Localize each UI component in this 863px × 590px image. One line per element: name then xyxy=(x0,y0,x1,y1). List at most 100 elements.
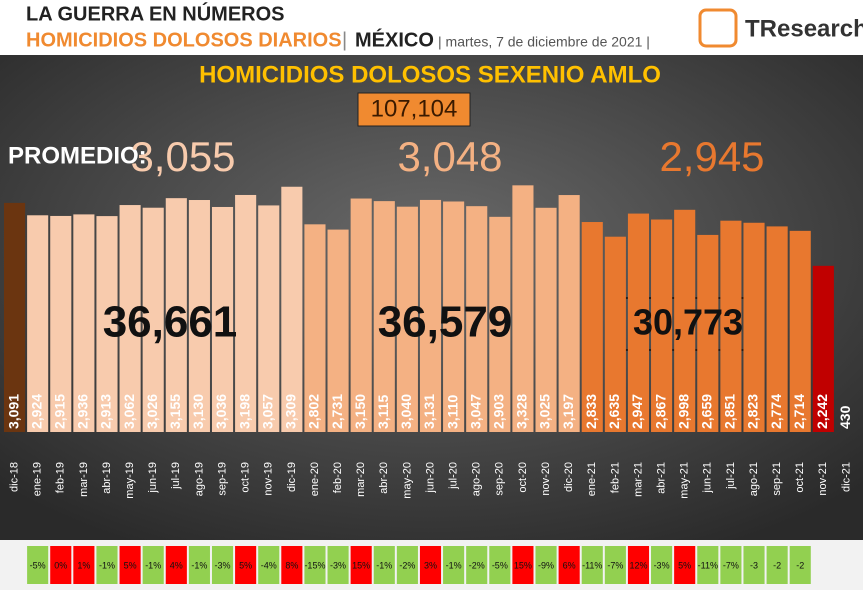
place: MÉXICO xyxy=(355,28,434,51)
change-label: -11% xyxy=(698,560,718,570)
value-label: 2,936 xyxy=(75,394,91,429)
bar xyxy=(373,201,395,432)
bar xyxy=(697,234,719,432)
value-label: 3,026 xyxy=(144,394,160,429)
bar xyxy=(419,199,442,432)
x-tick-label: feb-19 xyxy=(55,462,67,493)
x-tick-label: nov-20 xyxy=(540,462,552,496)
value-label: 3,047 xyxy=(467,394,483,429)
change-label: -11% xyxy=(582,560,602,570)
change-label: -7% xyxy=(723,560,739,570)
x-tick-label: oct-21 xyxy=(794,462,806,493)
change-label: -1% xyxy=(191,560,207,570)
change-cell xyxy=(789,546,811,584)
value-label: 3,040 xyxy=(398,394,414,429)
value-label: 3,036 xyxy=(213,394,229,429)
x-tick-label: jul-20 xyxy=(448,462,460,490)
logo: TResearch xyxy=(745,15,863,42)
change-label: -2 xyxy=(773,560,781,570)
change-cell xyxy=(119,546,141,584)
bar xyxy=(558,195,580,432)
bar xyxy=(789,230,811,432)
x-tick-label: may-21 xyxy=(679,462,691,499)
bar xyxy=(627,213,650,432)
value-label: 2,867 xyxy=(652,394,668,429)
change-label: -5% xyxy=(492,560,508,570)
change-cell xyxy=(419,546,442,584)
change-label: 1% xyxy=(77,560,90,570)
change-label: 3% xyxy=(424,560,437,570)
change-cell xyxy=(142,546,164,584)
kicker: LA GUERRA EN NÚMEROS xyxy=(26,1,285,25)
x-tick-label: ene-21 xyxy=(586,462,598,496)
value-label: 3,130 xyxy=(190,394,206,429)
value-label: 3,328 xyxy=(514,394,530,429)
change-label: -1% xyxy=(145,560,161,570)
bar xyxy=(96,216,118,432)
x-tick-label: oct-19 xyxy=(240,462,252,493)
change-cell xyxy=(304,546,326,584)
value-label: 2,242 xyxy=(814,394,830,429)
x-tick-label: nov-21 xyxy=(817,462,829,496)
change-cell xyxy=(674,546,696,584)
x-tick-label: sep-20 xyxy=(494,462,506,496)
value-label: 3,025 xyxy=(537,394,553,429)
x-tick-label: dic-18 xyxy=(8,462,20,492)
change-cell xyxy=(165,546,187,584)
value-label: 3,062 xyxy=(121,394,137,429)
value-label: 2,774 xyxy=(768,394,784,429)
group-average: 2,945 xyxy=(659,133,764,180)
change-cell xyxy=(211,546,234,584)
bar xyxy=(327,229,349,432)
change-label: -2 xyxy=(796,560,804,570)
chart-title: HOMICIDIOS DOLOSOS SEXENIO AMLO xyxy=(199,61,661,88)
bar xyxy=(188,200,210,432)
change-label: -2% xyxy=(399,560,415,570)
bar xyxy=(27,215,49,432)
x-tick-label: abr-21 xyxy=(655,462,667,494)
group-total: 30,773 xyxy=(633,302,743,343)
change-label: 8% xyxy=(285,560,298,570)
bar xyxy=(466,206,488,432)
date: | martes, 7 de diciembre de 2021 | xyxy=(438,34,650,50)
value-label: 2,802 xyxy=(306,394,322,429)
x-tick-label: jun-19 xyxy=(147,462,159,494)
x-tick-label: jun-20 xyxy=(424,462,436,494)
change-cell xyxy=(627,546,650,584)
change-label: -2% xyxy=(469,560,485,570)
bar xyxy=(489,216,511,432)
change-label: -3% xyxy=(215,560,231,570)
change-label: 4% xyxy=(170,560,183,570)
change-cell xyxy=(73,546,95,584)
change-cell xyxy=(512,546,534,584)
change-label: -5% xyxy=(30,560,46,570)
x-tick-label: ene-20 xyxy=(309,462,321,496)
group-total: 36,579 xyxy=(378,298,513,347)
bar xyxy=(581,222,603,432)
x-tick-label: feb-21 xyxy=(609,462,621,493)
value-label: 2,833 xyxy=(583,394,599,429)
x-tick-label: jul-19 xyxy=(170,462,182,490)
change-cell xyxy=(50,546,72,584)
change-label: -3 xyxy=(750,560,758,570)
value-label: 2,851 xyxy=(722,394,738,429)
change-label: -1% xyxy=(376,560,392,570)
value-label: 3,057 xyxy=(259,394,275,429)
bar xyxy=(651,219,673,432)
change-cell xyxy=(443,546,465,584)
bar xyxy=(235,194,257,432)
group-total: 36,661 xyxy=(103,298,238,347)
bar xyxy=(350,198,372,432)
value-label: 3,198 xyxy=(236,394,252,429)
change-label: 12% xyxy=(629,560,647,570)
change-cell xyxy=(327,546,349,584)
change-label: 6% xyxy=(563,560,576,570)
x-tick-label: mar-21 xyxy=(632,462,644,497)
x-tick-label: jul-21 xyxy=(725,462,737,490)
x-tick-label: abr-20 xyxy=(378,462,390,494)
bar xyxy=(142,207,164,432)
change-label: 0% xyxy=(54,560,67,570)
change-cell xyxy=(489,546,511,584)
bar xyxy=(535,207,557,432)
bar xyxy=(211,206,234,432)
